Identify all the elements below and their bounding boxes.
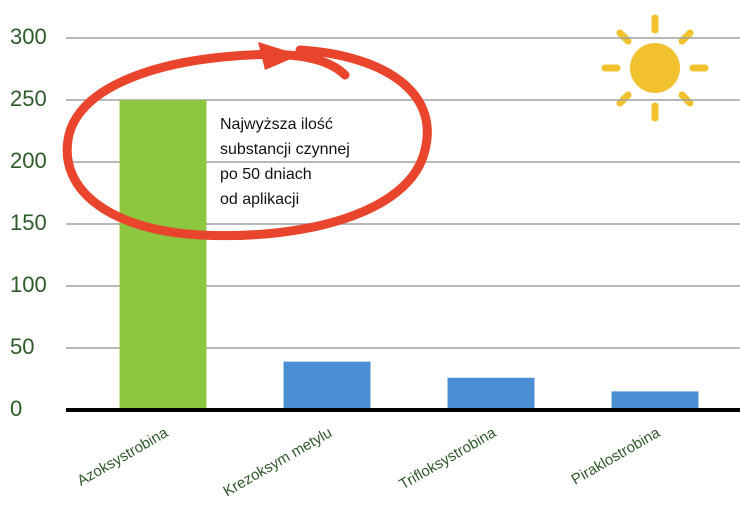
y-tick-label: 100 [10, 272, 47, 297]
y-tick-label: 200 [10, 148, 47, 173]
bar [447, 377, 535, 410]
y-tick-label: 50 [10, 334, 34, 359]
annotation-line: od aplikacji [220, 191, 299, 208]
x-tick-label: Trifloksystrobina [396, 424, 499, 493]
annotation-line: po 50 dniach [220, 166, 312, 183]
highlight-circle [62, 45, 432, 241]
y-tick-label: 250 [10, 86, 47, 111]
y-tick-label: 150 [10, 210, 47, 235]
y-tick-label: 0 [10, 396, 22, 421]
bar [283, 361, 371, 410]
annotation-line: Najwyższa ilość [220, 116, 333, 133]
annotation-line: substancji czynnej [220, 141, 350, 158]
x-tick-label: Azoksystrobina [74, 424, 171, 490]
bar [611, 391, 699, 410]
highlight-arrow [258, 42, 300, 70]
y-tick-label: 300 [10, 24, 47, 49]
bar [119, 100, 207, 410]
sun-icon [601, 14, 709, 122]
x-tick-label: Krezoksym metylu [220, 424, 335, 500]
x-tick-label: Piraklostrobina [569, 424, 664, 489]
